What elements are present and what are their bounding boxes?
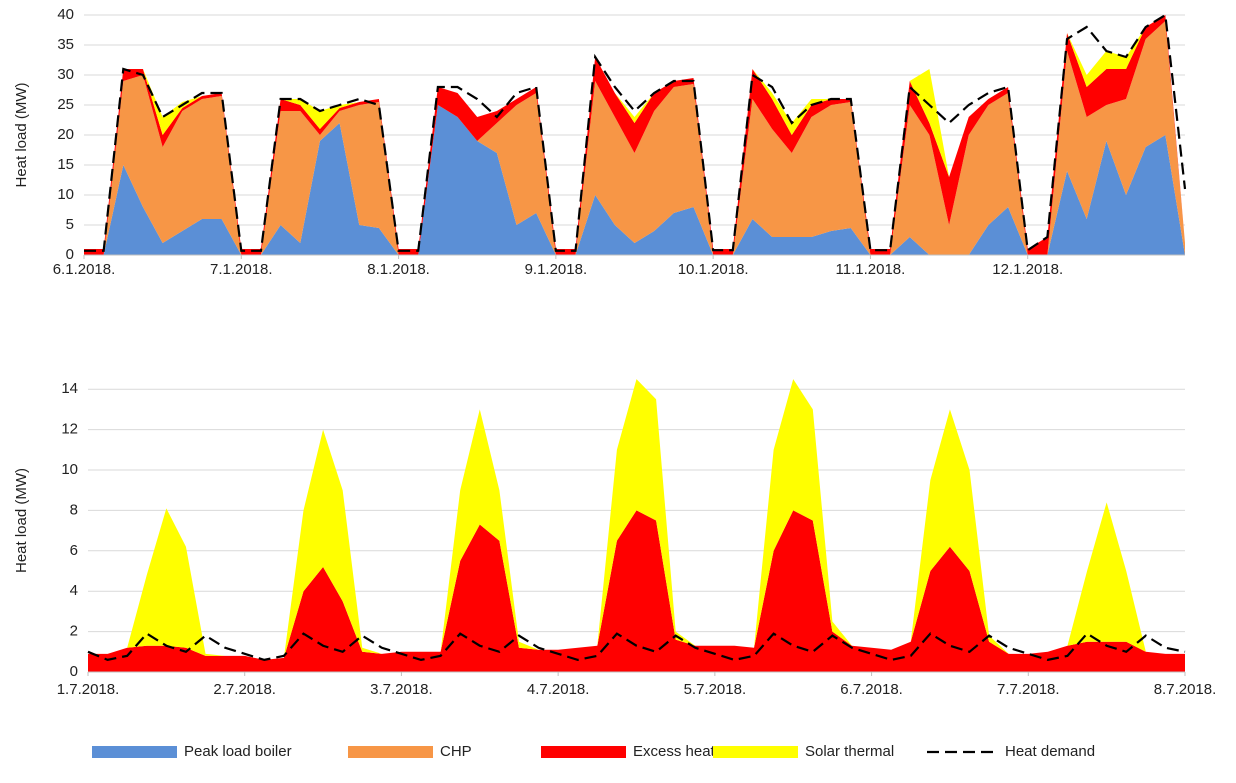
y-tick-label: 25 [57, 96, 74, 113]
x-tick-label: 6.1.2018. [53, 261, 116, 278]
area [84, 105, 1185, 255]
x-tick-label: 11.1.2018. [836, 261, 906, 278]
x-tick-label: 9.1.2018. [525, 261, 588, 278]
y-tick-label: 10 [57, 186, 74, 203]
legend-swatch [713, 746, 798, 758]
x-tick-label: 10.1.2018. [678, 261, 749, 278]
line [87, 632, 1186, 662]
y-tick-label: 4 [70, 582, 78, 599]
legend-swatch [348, 746, 433, 758]
y-tick-label: 0 [66, 246, 74, 263]
y-tick-label: 2 [70, 623, 78, 640]
legend-label: Peak load boiler [184, 743, 292, 760]
y-axis-label: Heat load (MW) [13, 468, 30, 573]
area [88, 510, 1185, 672]
y-tick-label: 0 [70, 663, 78, 680]
x-tick-label: 8.1.2018. [367, 261, 430, 278]
y-tick-label: 6 [70, 542, 78, 559]
y-tick-label: 35 [57, 36, 74, 53]
x-tick-label: 6.7.2018. [840, 681, 903, 698]
x-tick-label: 7.7.2018. [997, 681, 1060, 698]
legend-label: CHP [440, 743, 472, 760]
legend-label: Heat demand [1005, 743, 1095, 760]
y-tick-label: 40 [57, 6, 74, 23]
line [84, 13, 1187, 253]
area [84, 15, 1185, 255]
y-tick-label: 10 [61, 461, 78, 478]
x-tick-label: 2.7.2018. [213, 681, 276, 698]
area [84, 21, 1185, 255]
y-tick-label: 5 [66, 216, 74, 233]
x-tick-label: 7.1.2018. [210, 261, 273, 278]
legend-swatch [541, 746, 626, 758]
legend-swatch [92, 746, 177, 758]
x-tick-label: 5.7.2018. [684, 681, 747, 698]
x-tick-label: 1.7.2018. [57, 681, 120, 698]
y-tick-label: 15 [57, 156, 74, 173]
y-tick-label: 20 [57, 126, 74, 143]
area [88, 379, 1185, 660]
legend-label: Solar thermal [805, 743, 894, 760]
y-axis-label: Heat load (MW) [13, 82, 30, 187]
x-tick-label: 12.1.2018. [992, 261, 1063, 278]
legend-label: Excess heat [633, 743, 716, 760]
x-tick-label: 8.7.2018. [1154, 681, 1217, 698]
y-tick-label: 12 [61, 421, 78, 438]
y-tick-label: 8 [70, 501, 78, 518]
x-tick-label: 4.7.2018. [527, 681, 590, 698]
y-tick-label: 14 [61, 380, 78, 397]
y-tick-label: 30 [57, 66, 74, 83]
x-tick-label: 3.7.2018. [370, 681, 433, 698]
